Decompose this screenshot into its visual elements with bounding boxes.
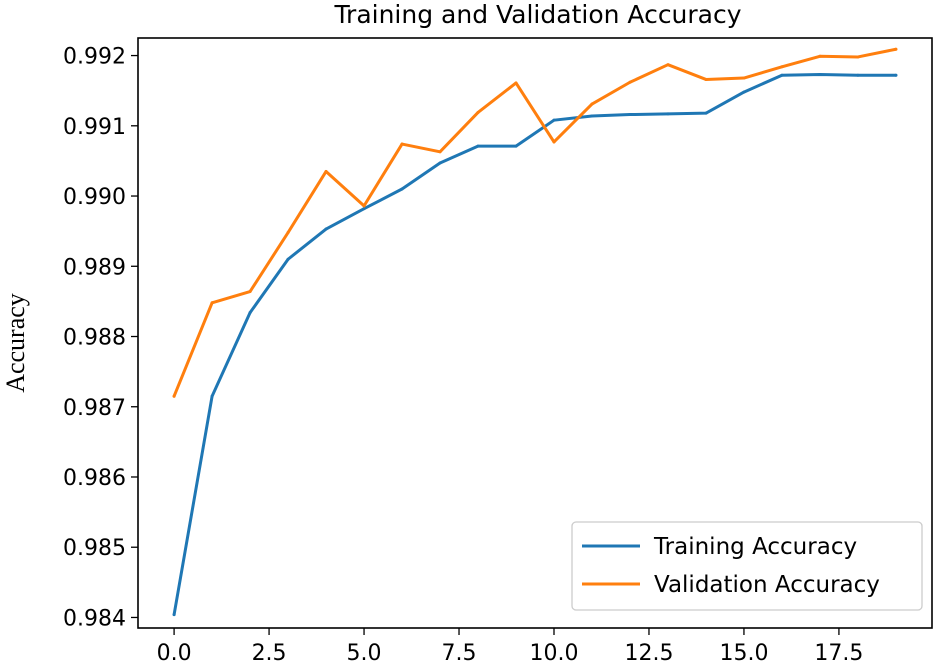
data-point <box>552 140 556 144</box>
data-point <box>476 110 480 114</box>
data-point <box>362 207 366 211</box>
data-point <box>704 111 708 115</box>
data-point <box>210 394 214 398</box>
data-point <box>248 311 252 315</box>
y-tick-label: 0.992 <box>63 45 126 70</box>
data-point <box>514 144 518 148</box>
data-point <box>856 55 860 59</box>
data-point <box>210 301 214 305</box>
data-point <box>666 63 670 67</box>
data-point <box>438 161 442 165</box>
data-point <box>628 113 632 117</box>
x-tick-label: 5.0 <box>347 641 382 665</box>
data-point <box>856 73 860 77</box>
data-point <box>552 118 556 122</box>
data-point <box>324 169 328 173</box>
x-tick-label: 12.5 <box>624 641 673 665</box>
y-tick-label: 0.991 <box>63 115 126 140</box>
legend <box>571 521 923 611</box>
series-line-training <box>172 73 898 617</box>
x-tick-label: 2.5 <box>252 641 287 665</box>
data-point <box>590 114 594 118</box>
legend-label: Validation Accuracy <box>654 572 880 598</box>
x-tick-label: 7.5 <box>442 641 477 665</box>
data-point <box>172 613 176 617</box>
data-point <box>780 73 784 77</box>
data-point <box>438 150 442 154</box>
data-point <box>400 142 404 146</box>
legend-label: Training Accuracy <box>653 534 857 560</box>
data-point <box>666 112 670 116</box>
plot-frame <box>137 37 933 629</box>
data-point <box>400 187 404 191</box>
y-tick-label: 0.984 <box>63 606 126 631</box>
data-point <box>172 394 176 398</box>
x-tick-label: 10.0 <box>530 641 579 665</box>
data-point <box>818 54 822 58</box>
data-point <box>286 257 290 261</box>
x-tick-label: 15.0 <box>719 641 768 665</box>
y-tick-label: 0.989 <box>63 255 126 280</box>
data-point <box>628 80 632 84</box>
data-point <box>248 290 252 294</box>
x-tick-label: 0.0 <box>157 641 192 665</box>
data-point <box>324 227 328 231</box>
y-tick-label: 0.985 <box>63 536 126 561</box>
data-point <box>514 81 518 85</box>
data-point <box>894 73 898 77</box>
data-point <box>704 77 708 81</box>
y-axis-label: Accuracy <box>1 293 30 393</box>
data-point <box>894 47 898 51</box>
y-tick-label: 0.987 <box>63 396 126 421</box>
y-tick-label: 0.990 <box>63 185 126 210</box>
chart-title: Training and Validation Accuracy <box>333 0 741 29</box>
data-point <box>742 90 746 94</box>
y-tick-label: 0.986 <box>63 466 126 491</box>
data-point <box>818 73 822 77</box>
data-point <box>286 231 290 235</box>
x-tick-label: 17.5 <box>814 641 863 665</box>
data-point <box>590 102 594 106</box>
data-point <box>362 204 366 208</box>
data-point <box>742 76 746 80</box>
series-line-validation <box>172 47 898 398</box>
y-tick-label: 0.988 <box>63 326 126 351</box>
data-point <box>476 144 480 148</box>
data-point <box>780 65 784 69</box>
